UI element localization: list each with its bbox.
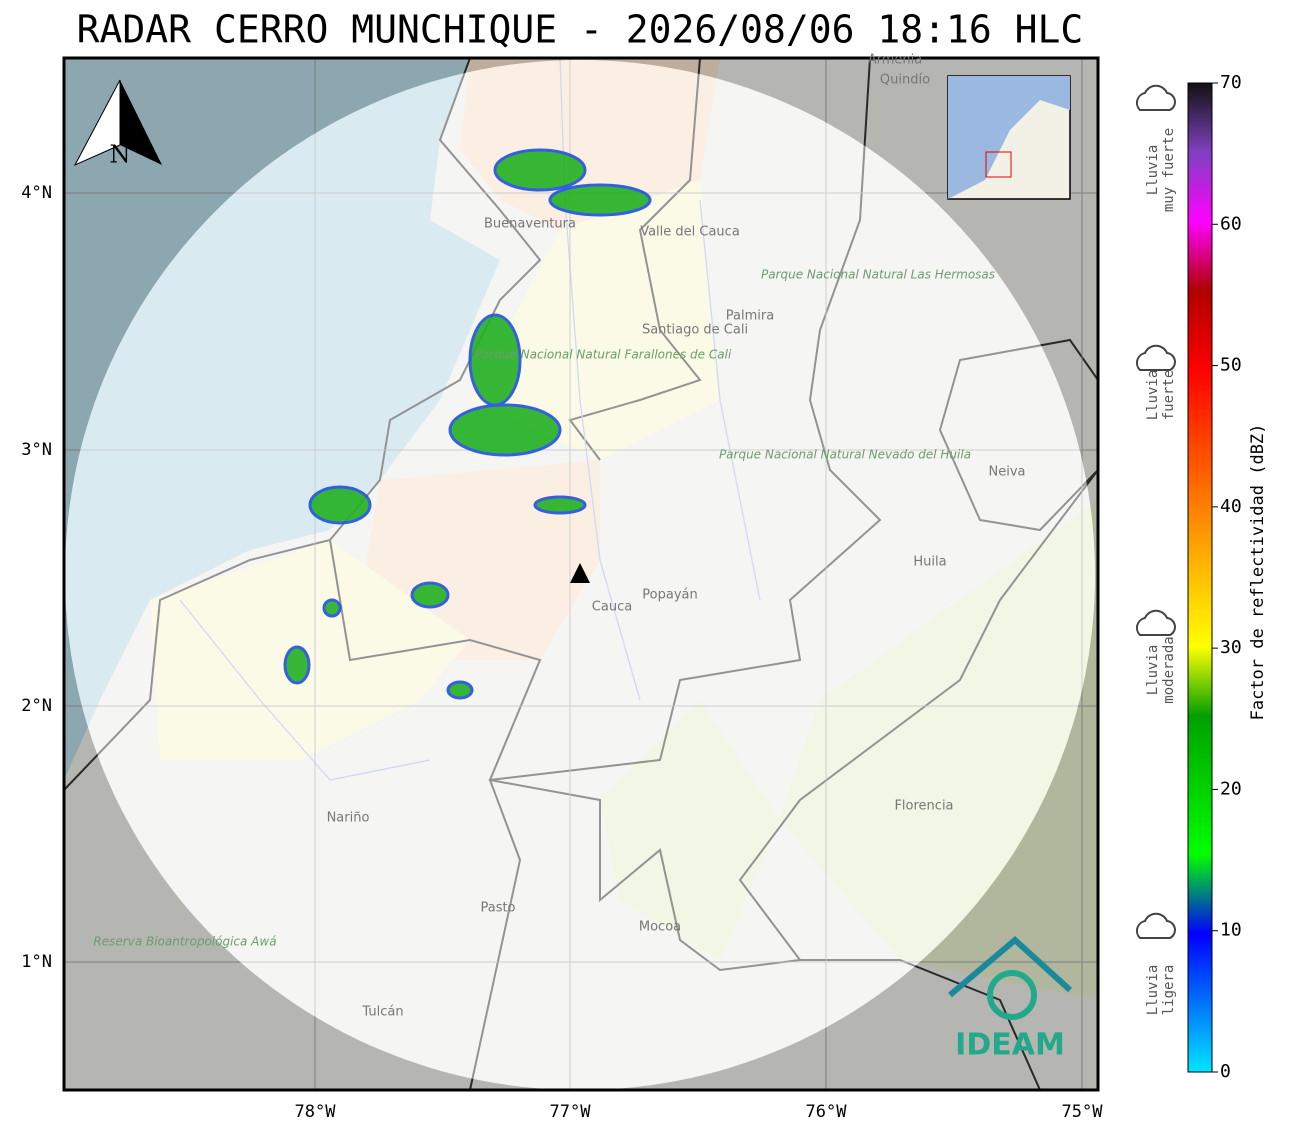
north-label: N	[110, 141, 131, 169]
colorbar-tick-label: 10	[1220, 920, 1242, 941]
place-label: Quindío	[880, 73, 930, 88]
rain-category-label: Lluvia	[1145, 645, 1161, 696]
rain-category-label: Lluvia	[1145, 370, 1161, 421]
lon-label: 76°W	[806, 1102, 848, 1122]
place-label: Nariño	[327, 811, 370, 826]
place-label: Armenia	[868, 53, 923, 68]
place-label: Huila	[913, 555, 946, 570]
rain-category-label: muy fuerte	[1161, 128, 1177, 212]
colorbar-tick-label: 70	[1220, 72, 1242, 93]
rain-icon	[1135, 609, 1176, 636]
place-label: Mocoa	[639, 920, 681, 935]
rain-category-label: fuerte	[1161, 370, 1177, 421]
lon-label: 77°W	[550, 1102, 592, 1122]
colorbar-tick-label: 0	[1220, 1061, 1231, 1082]
place-label: Cauca	[592, 600, 632, 615]
place-label: Popayán	[642, 588, 697, 603]
colorbar	[1187, 82, 1213, 1073]
rain-icon	[1135, 344, 1176, 371]
rain-category-label: Lluvia	[1145, 145, 1161, 196]
rain-category-label: ligera	[1161, 965, 1177, 1016]
lat-label: 4°N	[21, 183, 52, 203]
place-label: Palmira	[726, 309, 774, 324]
colorbar-label: Factor de reflectividad (dBZ)	[1248, 424, 1268, 721]
lat-label: 2°N	[21, 696, 52, 716]
map-frame	[62, 56, 1100, 1092]
colorbar-tick-label: 20	[1220, 778, 1242, 799]
colorbar-tick-label: 30	[1220, 637, 1242, 658]
colorbar-tick-label: 60	[1220, 213, 1242, 234]
place-label: Valle del Cauca	[640, 225, 740, 240]
place-label: Parque Nacional Natural Farallones de Ca…	[475, 348, 732, 362]
place-label: Parque Nacional Natural Nevado del Huila	[719, 448, 971, 462]
rain-icon	[1135, 84, 1176, 111]
lon-label: 75°W	[1062, 1102, 1104, 1122]
place-label: Parque Nacional Natural Las Hermosas	[761, 268, 995, 282]
place-label: Buenaventura	[484, 217, 576, 232]
place-label: Santiago de Cali	[642, 323, 748, 338]
place-label: Pasto	[480, 901, 515, 916]
place-label: Neiva	[989, 465, 1026, 480]
rain-category-label: moderada	[1161, 636, 1177, 703]
rain-icon	[1135, 912, 1176, 939]
rain-category-label: Lluvia	[1145, 965, 1161, 1016]
lat-label: 3°N	[21, 440, 52, 460]
title: RADAR CERRO MUNCHIQUE - 2026/08/06 18:16…	[77, 8, 1084, 52]
logo: IDEAM	[955, 1028, 1065, 1063]
place-label: Tulcán	[361, 1005, 403, 1020]
colorbar-tick-label: 50	[1220, 355, 1242, 376]
lon-label: 78°W	[295, 1102, 337, 1122]
colorbar-tick-label: 40	[1220, 496, 1242, 517]
place-label: Reserva Bioantropológica Awá	[93, 935, 276, 949]
place-label: Florencia	[894, 799, 953, 814]
lat-label: 1°N	[21, 952, 52, 972]
